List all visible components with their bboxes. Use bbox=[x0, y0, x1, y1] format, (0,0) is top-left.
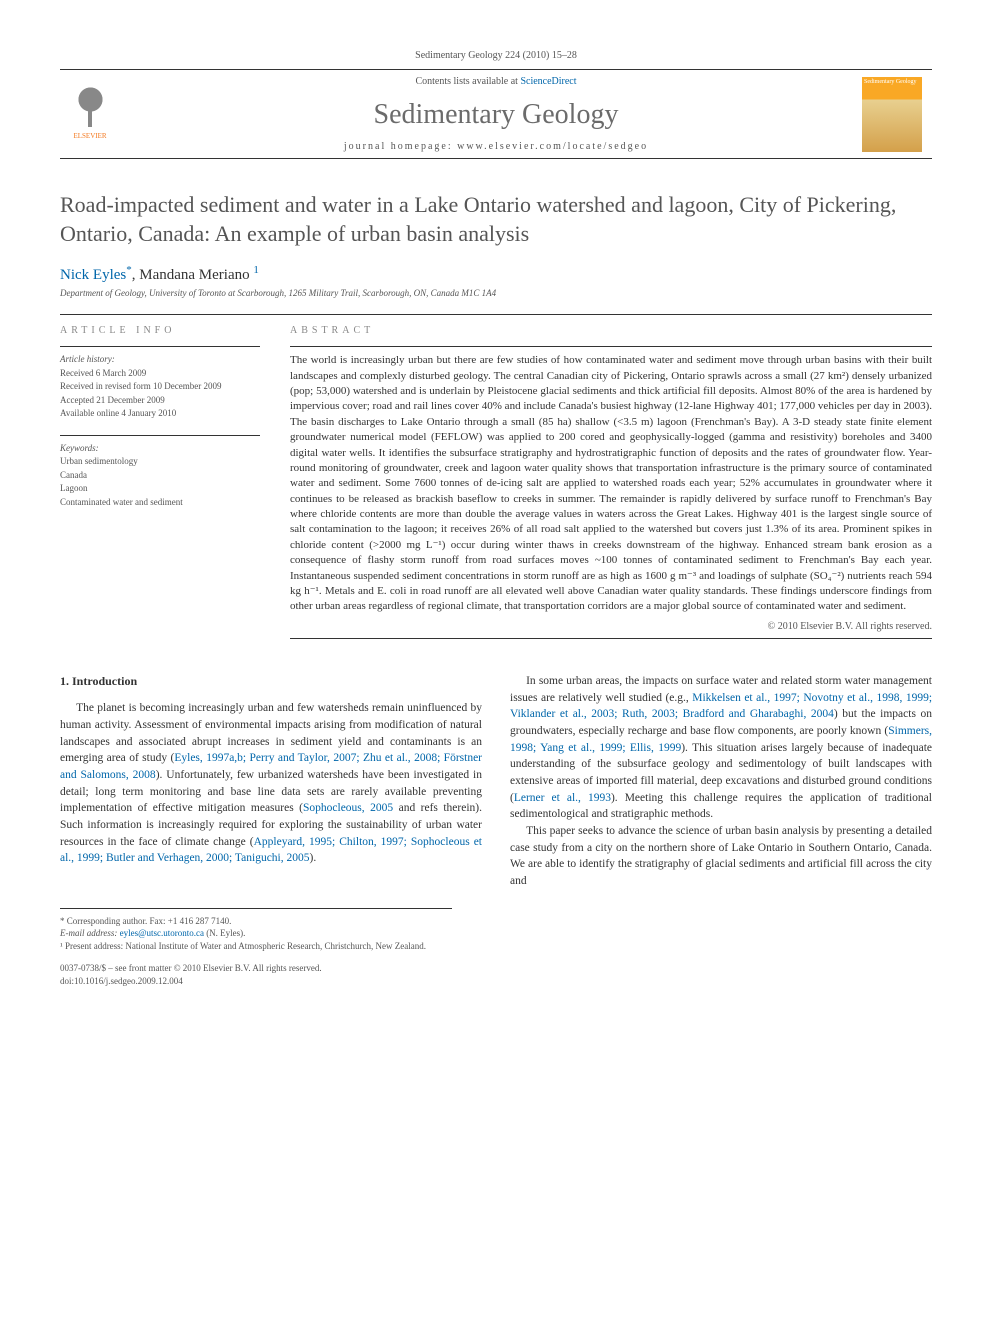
keyword: Lagoon bbox=[60, 482, 260, 496]
article-title: Road-impacted sediment and water in a La… bbox=[60, 191, 932, 248]
running-head: Sedimentary Geology 224 (2010) 15–28 bbox=[60, 50, 932, 61]
footnotes-block: * Corresponding author. Fax: +1 416 287 … bbox=[60, 908, 452, 953]
homepage-prefix: journal homepage: bbox=[344, 141, 457, 152]
keyword: Urban sedimentology bbox=[60, 455, 260, 469]
journal-homepage-line: journal homepage: www.elsevier.com/locat… bbox=[130, 141, 862, 152]
sciencedirect-link[interactable]: ScienceDirect bbox=[520, 76, 576, 87]
text-run: ). bbox=[310, 852, 317, 864]
homepage-url: www.elsevier.com/locate/sedgeo bbox=[457, 141, 648, 152]
authors-line: Nick Eyles*, Mandana Meriano 1 bbox=[60, 264, 932, 284]
email-suffix: (N. Eyles). bbox=[204, 928, 246, 938]
front-matter-line: 0037-0738/$ – see front matter © 2010 El… bbox=[60, 962, 932, 975]
keyword: Canada bbox=[60, 469, 260, 483]
doi-line: doi:10.1016/j.sedgeo.2009.12.004 bbox=[60, 975, 932, 988]
affiliation: Department of Geology, University of Tor… bbox=[60, 288, 932, 298]
divider bbox=[290, 346, 932, 347]
email-line: E-mail address: eyles@utsc.utoronto.ca (… bbox=[60, 927, 452, 940]
divider bbox=[60, 346, 260, 347]
body-paragraph: The planet is becoming increasingly urba… bbox=[60, 700, 482, 867]
citation-link[interactable]: Sophocleous, 2005 bbox=[303, 802, 393, 814]
email-label: E-mail address: bbox=[60, 928, 120, 938]
cover-label: Sedimentary Geology bbox=[864, 79, 917, 85]
history-online: Available online 4 January 2010 bbox=[60, 407, 260, 421]
history-label: Article history: bbox=[60, 353, 260, 367]
author-1-link[interactable]: Nick Eyles bbox=[60, 267, 126, 283]
section-1-heading: 1. Introduction bbox=[60, 673, 482, 690]
elsevier-logo-icon: ELSEVIER bbox=[60, 82, 120, 147]
abstract-text: The world is increasingly urban but ther… bbox=[290, 353, 932, 615]
contents-available-line: Contents lists available at ScienceDirec… bbox=[130, 76, 862, 87]
history-revised: Received in revised form 10 December 200… bbox=[60, 380, 260, 394]
journal-title: Sedimentary Geology bbox=[130, 99, 862, 131]
author-email-link[interactable]: eyles@utsc.utoronto.ca bbox=[120, 928, 204, 938]
abstract-column: ABSTRACT The world is increasingly urban… bbox=[290, 325, 932, 645]
body-paragraph: In some urban areas, the impacts on surf… bbox=[510, 673, 932, 823]
author-2-marks: 1 bbox=[253, 264, 259, 276]
abstract-copyright: © 2010 Elsevier B.V. All rights reserved… bbox=[290, 621, 932, 632]
history-accepted: Accepted 21 December 2009 bbox=[60, 394, 260, 408]
abstract-heading: ABSTRACT bbox=[290, 325, 932, 336]
contents-prefix: Contents lists available at bbox=[415, 76, 520, 87]
corresponding-author-note: * Corresponding author. Fax: +1 416 287 … bbox=[60, 915, 452, 928]
article-info-column: ARTICLE INFO Article history: Received 6… bbox=[60, 325, 260, 645]
author-2-name: Mandana Meriano bbox=[139, 267, 249, 283]
present-address-note: ¹ Present address: National Institute of… bbox=[60, 940, 452, 953]
publisher-name: ELSEVIER bbox=[73, 132, 106, 140]
keywords-label: Keywords: bbox=[60, 442, 260, 456]
body-text-columns: 1. Introduction The planet is becoming i… bbox=[60, 673, 932, 890]
citation-link[interactable]: Lerner et al., 1993 bbox=[514, 792, 611, 804]
divider bbox=[60, 314, 932, 315]
divider bbox=[60, 435, 260, 436]
article-info-heading: ARTICLE INFO bbox=[60, 325, 260, 336]
doi-block: 0037-0738/$ – see front matter © 2010 El… bbox=[60, 962, 932, 987]
journal-masthead: ELSEVIER Contents lists available at Sci… bbox=[60, 69, 932, 159]
body-paragraph: This paper seeks to advance the science … bbox=[510, 823, 932, 890]
keyword: Contaminated water and sediment bbox=[60, 496, 260, 510]
history-received: Received 6 March 2009 bbox=[60, 367, 260, 381]
journal-cover-thumbnail-icon: Sedimentary Geology bbox=[862, 77, 922, 152]
divider bbox=[290, 638, 932, 639]
